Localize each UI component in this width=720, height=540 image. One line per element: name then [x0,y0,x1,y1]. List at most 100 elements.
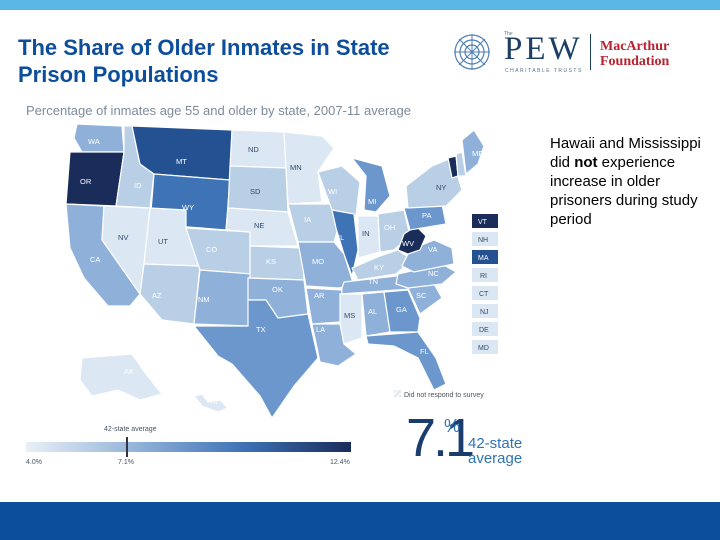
label-tn: TN [368,277,378,286]
us-map-svg: WA OR ID MT ND WY SD NE MN WI MI IA IL I… [65,123,498,420]
map-subtitle: Percentage of inmates age 55 and older b… [26,103,411,118]
box-ma-label: MA [478,255,489,262]
no-response-label: Did not respond to survey [404,392,484,399]
state-me [461,129,485,176]
note-suffix: experience increase in older prisoners d… [550,154,698,228]
bottom-footer-bar [0,502,720,540]
box-nh-label: NH [478,237,488,244]
label-ne: NE [254,221,264,230]
label-ks: KS [266,257,276,266]
label-ut: UT [158,237,168,246]
label-ga: GA [396,305,407,314]
box-md [472,340,498,354]
pew-wordmark: PEW [504,31,583,67]
label-il: IL [338,233,344,242]
logo-divider [590,34,591,70]
box-ma [472,250,498,264]
note-prefix: Hawaii and Mississippi did [550,135,701,171]
label-sc: SC [416,291,427,300]
state-ks [249,245,305,281]
box-ct [472,286,498,300]
label-in: IN [362,229,370,238]
pew-prefix: The [504,31,513,37]
label-la: LA [316,325,325,334]
label-id: ID [134,181,142,190]
state-ga [383,289,421,333]
average-unit: % [444,416,461,436]
box-vt [472,214,498,228]
label-me: ME [472,149,483,158]
label-ia: IA [304,215,311,224]
label-pa: PA [422,211,431,220]
state-il [331,209,359,279]
legend-max: 12.4% [330,459,350,466]
label-ny: NY [436,183,446,192]
label-fl: FL [420,347,429,356]
label-ak: AK [124,367,134,376]
label-ky: KY [374,263,384,272]
label-ca: CA [90,255,100,264]
state-tx [192,299,319,420]
label-wy: WY [182,203,194,212]
label-wi: WI [328,187,337,196]
state-ms [339,293,363,345]
label-hi: HI [210,397,218,406]
top-accent-bar [0,0,720,10]
state-mi [350,156,391,213]
state-ny [405,157,463,209]
macarthur-logo: MacArthur Foundation [600,39,669,69]
note-text: Hawaii and Mississippi did not experienc… [550,134,710,229]
box-de-label: DE [479,327,489,334]
label-va: VA [428,245,437,254]
logos: The PEW CHARITABLE TRUSTS MacArthur Foun… [452,28,692,76]
state-nh-map [455,151,467,177]
label-mo: MO [312,257,324,266]
average-value: 7.1 [406,408,475,468]
label-ok: OK [272,285,283,294]
box-nj-label: NJ [480,309,489,316]
box-de [472,322,498,336]
svg-text:Foundation: Foundation [600,54,669,69]
legend-avg: 7.1% [118,459,134,466]
state-or [65,151,125,207]
state-mn [283,131,335,205]
label-ar: AR [314,291,325,300]
label-nc: NC [428,269,439,278]
label-tx: TX [256,325,266,334]
box-nj [472,304,498,318]
legend-average-marker [126,437,128,457]
svg-text:MacArthur: MacArthur [600,39,669,54]
state-ak [79,353,164,401]
label-ms: MS [344,311,355,320]
pew-subtitle: CHARITABLE TRUSTS [505,68,583,74]
label-mt: MT [176,157,187,166]
label-wv: WV [402,239,414,248]
box-nh [472,232,498,246]
label-nd: ND [248,145,259,154]
label-al: AL [368,307,377,316]
label-nm: NM [198,295,210,304]
slide-title: The Share of Older Inmates in State Pris… [18,35,390,87]
label-wa: WA [88,137,100,146]
legend-gradient-bar [26,442,351,452]
state-fl [365,331,447,391]
legend-min: 4.0% [26,459,42,466]
box-md-label: MD [478,345,489,352]
legend-title: 42-state average [104,426,157,433]
note-emphasis: not [574,154,598,171]
state-hi [192,393,230,413]
label-mi: MI [368,197,376,206]
us-map: WA OR ID MT ND WY SD NE MN WI MI IA IL I… [22,118,522,478]
box-vt-label: VT [478,219,488,226]
box-ct-label: CT [479,291,489,298]
label-mn: MN [290,163,302,172]
box-ri-label: RI [480,273,487,280]
pew-logo-icon [454,34,490,70]
average-label: 42-state average [468,435,523,467]
state-az [139,263,201,325]
label-oh: OH [384,223,395,232]
label-az: AZ [152,291,162,300]
label-sd: SD [250,187,261,196]
no-response-swatch [394,390,401,397]
label-or: OR [80,177,92,186]
